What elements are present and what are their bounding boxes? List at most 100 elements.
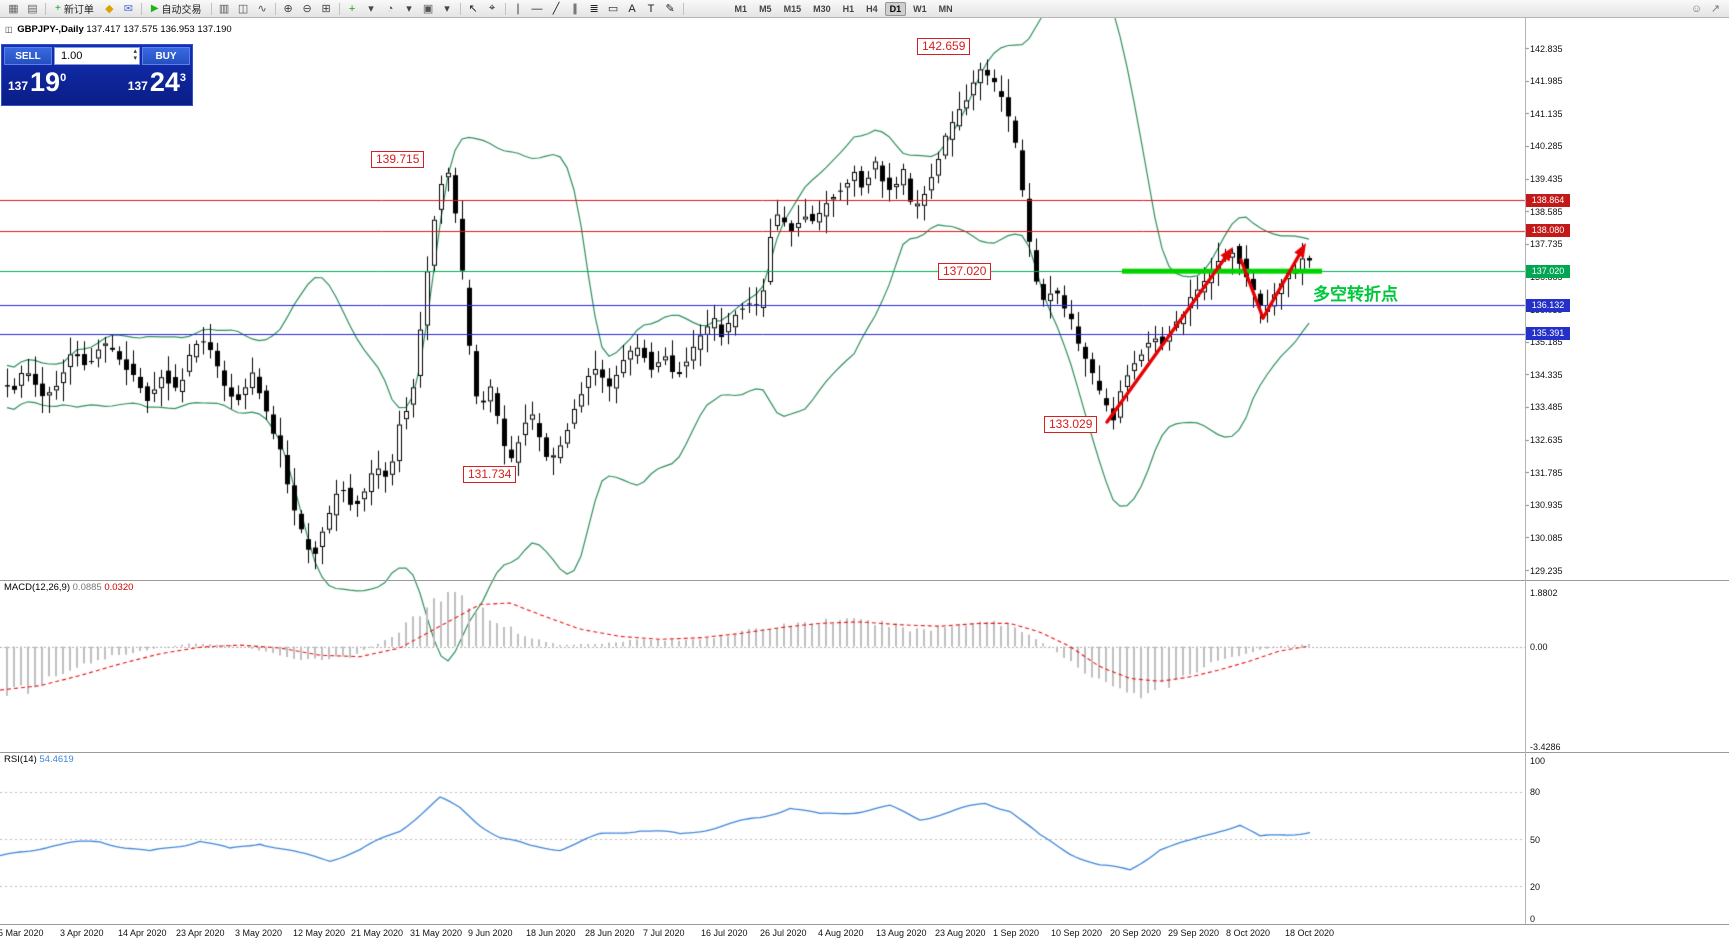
price-axis-label: 141.985 — [1530, 76, 1563, 87]
price-annotation-label[interactable]: 142.659 — [917, 38, 971, 55]
price-annotation-label[interactable]: 137.020 — [938, 263, 992, 280]
buy-button[interactable]: BUY — [142, 47, 190, 65]
coins-icon[interactable]: ◆ — [100, 1, 119, 16]
line-chart-icon[interactable]: ∿ — [253, 1, 272, 16]
date-axis-label: 25 Mar 2020 — [0, 928, 44, 938]
periods-caret-icon-glyph: ▾ — [406, 3, 412, 15]
price-annotation-label[interactable]: 131.734 — [463, 466, 517, 483]
zoom-out-icon-glyph: ⊖ — [302, 3, 312, 15]
templates-caret-icon[interactable]: ▾ — [438, 1, 457, 16]
periods-caret-icon[interactable]: ▾ — [400, 1, 419, 16]
price-axis-label: 134.335 — [1530, 369, 1563, 380]
vertical-line-icon[interactable]: ∣ — [509, 1, 528, 16]
bid-price[interactable]: 137 19 0 — [8, 67, 66, 97]
fibonacci-icon-glyph: ≣ — [589, 3, 599, 15]
price-annotation-label[interactable]: 133.029 — [1044, 416, 1098, 433]
timeframe-m5[interactable]: M5 — [759, 3, 772, 14]
new-order-button[interactable]: + 新订单 — [49, 1, 100, 16]
rsi-axis-label: 0 — [1530, 913, 1536, 924]
candlestick-chart-icon[interactable]: ◫ — [234, 1, 253, 16]
rsi-axis-label: 80 — [1530, 787, 1541, 798]
timeframe-h4[interactable]: H4 — [866, 3, 878, 14]
crosshair-icon-glyph: ⌖ — [488, 2, 496, 14]
horizontal-line-icon-glyph: ― — [531, 2, 543, 15]
date-axis-label: 18 Oct 2020 — [1285, 928, 1335, 938]
trendline-icon[interactable]: ╱ — [547, 1, 566, 16]
label-icon[interactable]: T — [642, 1, 661, 16]
templates-icon[interactable]: ▣ — [419, 1, 438, 16]
templates-caret-icon-glyph: ▾ — [444, 3, 450, 15]
price-axis-label: 130.935 — [1530, 500, 1563, 511]
date-axis-label: 3 Apr 2020 — [60, 928, 104, 938]
timeframe-d1[interactable]: D1 — [884, 1, 907, 16]
price-axis-label: 137.735 — [1530, 239, 1563, 250]
price-axis-label: 138.585 — [1530, 206, 1563, 217]
templates-icon-glyph: ▣ — [422, 3, 434, 15]
timeframe-m30[interactable]: M30 — [813, 3, 831, 14]
symbol-ohlc: 137.417 137.575 136.953 137.190 — [86, 24, 232, 35]
timeframe-mn[interactable]: MN — [938, 3, 953, 14]
draw-icon[interactable]: ✎ — [661, 1, 680, 16]
zoom-in-icon-glyph: ⊕ — [283, 3, 293, 15]
turning-point-note[interactable]: 多空转折点 — [1313, 285, 1398, 304]
text-icon[interactable]: A — [623, 1, 642, 16]
chart-profiles-icon-glyph: ▤ — [27, 3, 38, 15]
timeframe-h1[interactable]: H1 — [842, 3, 855, 14]
price-axis-label: 133.485 — [1530, 402, 1563, 413]
price-axis-label: 129.235 — [1530, 565, 1563, 576]
horizontal-line-icon[interactable]: ― — [528, 1, 547, 16]
tile-windows-icon[interactable]: ⊞ — [317, 1, 336, 16]
cursor-icon[interactable]: ↖ — [464, 1, 483, 16]
date-axis-label: 3 May 2020 — [235, 928, 283, 938]
toolbar-separator — [210, 2, 212, 15]
zoom-out-icon[interactable]: ⊖ — [298, 1, 317, 16]
volume-up-button[interactable]: ▴ — [133, 48, 137, 55]
mail-icon[interactable]: ✉ — [119, 1, 138, 16]
volume-input[interactable] — [55, 50, 113, 62]
ask-pipette: 3 — [179, 72, 186, 84]
date-axis-label: 1 Sep 2020 — [993, 928, 1040, 938]
macd-panel-separator[interactable] — [0, 580, 1729, 581]
volume-down-button[interactable]: ▾ — [133, 55, 137, 62]
indicators-caret-icon[interactable]: ▾ — [362, 1, 381, 16]
rsi-name: RSI(14) — [4, 754, 37, 765]
date-axis-label: 20 Sep 2020 — [1110, 928, 1162, 938]
date-axis-label: 8 Oct 2020 — [1226, 928, 1271, 938]
new-order-button-label: 新订单 — [63, 5, 94, 16]
indicators-icon[interactable]: + — [343, 1, 362, 16]
ask-price[interactable]: 137 24 3 — [128, 67, 186, 97]
price-annotation-label[interactable]: 139.715 — [371, 151, 425, 168]
fibonacci-icon[interactable]: ≣ — [585, 1, 604, 16]
crosshair-icon[interactable]: ⌖ — [483, 1, 502, 16]
rsi-axis-label: 100 — [1530, 755, 1546, 766]
sell-button[interactable]: SELL — [4, 47, 52, 65]
date-axis-label: 29 Sep 2020 — [1168, 928, 1220, 938]
pointer-icon[interactable]: ↗ — [1710, 3, 1721, 15]
price-axis-label: 139.435 — [1530, 174, 1563, 184]
zoom-in-icon[interactable]: ⊕ — [279, 1, 298, 16]
periods-icon[interactable]: ◔ — [381, 1, 400, 16]
price-axis-label: 141.135 — [1530, 108, 1563, 119]
date-axis-label: 28 Jun 2020 — [585, 928, 635, 938]
date-axis-label: 16 Jul 2020 — [701, 928, 748, 938]
macd-axis-label: -3.4286 — [1530, 741, 1561, 752]
timeframe-w1[interactable]: W1 — [913, 3, 927, 14]
bar-chart-icon[interactable]: ▥ — [215, 1, 234, 16]
autotrading-button[interactable]: ▶ 自动交易 — [145, 1, 208, 16]
toolbar-separator — [504, 2, 506, 15]
channel-icon[interactable]: ∥ — [566, 1, 585, 16]
chart-profiles-icon[interactable]: ▤ — [23, 1, 42, 16]
new-chart-icon[interactable]: ▦ — [4, 1, 23, 16]
shapes-icon[interactable]: ▭ — [604, 1, 623, 16]
vertical-line-icon-glyph: ∣ — [515, 3, 521, 15]
ask-pips: 24 — [149, 67, 180, 97]
smiley-icon[interactable]: ☺ — [1690, 2, 1703, 15]
timeframe-m1[interactable]: M1 — [734, 3, 748, 14]
date-axis-label: 12 May 2020 — [293, 928, 346, 938]
price-axis-label: 140.285 — [1530, 141, 1563, 152]
bar-chart-icon-glyph: ▥ — [218, 3, 230, 15]
toolbar-right-group: ☺ ↗ — [1687, 1, 1725, 16]
rsi-panel-separator[interactable] — [0, 752, 1729, 753]
timeframe-m15[interactable]: M15 — [783, 3, 802, 14]
